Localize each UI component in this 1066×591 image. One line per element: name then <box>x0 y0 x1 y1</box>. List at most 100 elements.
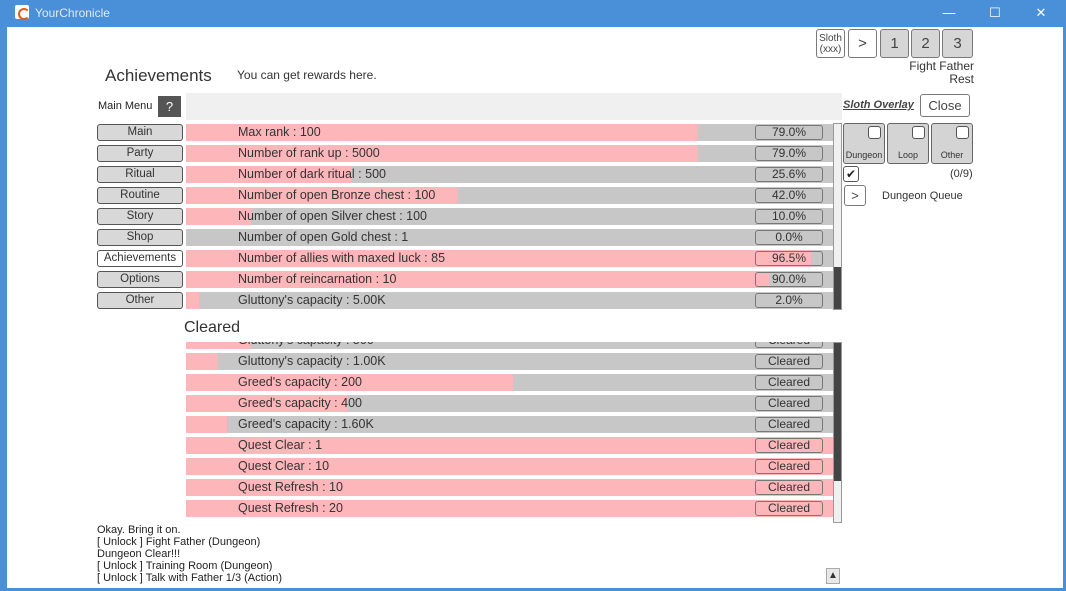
achievement-row: Number of allies with maxed luck : 85 96.… <box>186 250 834 267</box>
achievement-status: Cleared <box>755 480 823 495</box>
page-subtitle: You can get rewards here. <box>237 68 377 82</box>
achievement-label: Gluttony's capacity : 500 <box>238 342 374 347</box>
achievement-row: Number of open Gold chest : 1 0.0% <box>186 229 834 246</box>
progress-fill <box>186 374 514 391</box>
toggle-checkbox[interactable] <box>868 126 881 139</box>
sidebar-item-other[interactable]: Other <box>97 292 183 309</box>
log-line: Dungeon Clear!!! <box>97 548 181 560</box>
sidebar-item-main[interactable]: Main <box>97 124 183 141</box>
log-line: Okay. Bring it on. <box>97 524 181 536</box>
current-action-line2: Rest <box>949 72 974 86</box>
cleared-row: Quest Refresh : 20 Cleared <box>186 500 834 517</box>
progress-fill <box>186 479 834 496</box>
achievement-label: Greed's capacity : 400 <box>238 396 362 410</box>
achievement-status: 79.0% <box>755 125 823 140</box>
progress-fill <box>186 500 834 517</box>
maximize-button[interactable]: ☐ <box>989 5 1001 20</box>
queue-count: (0/9) <box>950 168 973 180</box>
sloth-button[interactable]: Sloth (xxx) <box>816 29 845 58</box>
achievement-label: Number of allies with maxed luck : 85 <box>238 251 446 265</box>
achievement-status: Cleared <box>755 354 823 369</box>
achievement-status: Cleared <box>755 459 823 474</box>
sidebar-item-options[interactable]: Options <box>97 271 183 288</box>
toggle-checkbox[interactable] <box>912 126 925 139</box>
achievement-label: Number of dark ritual : 500 <box>238 167 386 181</box>
progress-fill <box>186 458 834 475</box>
progress-fill <box>186 437 834 454</box>
achievement-label: Greed's capacity : 200 <box>238 375 362 389</box>
achievement-status: Cleared <box>755 342 823 348</box>
log-scroll-up-icon[interactable]: ▲ <box>826 568 840 584</box>
toggle-label: Loop <box>897 150 919 160</box>
achievement-label: Gluttony's capacity : 1.00K <box>238 354 386 368</box>
achievement-row: Number of open Silver chest : 100 10.0% <box>186 208 834 225</box>
overlay-toggle-loop[interactable]: Loop <box>887 123 929 164</box>
overlay-close-button[interactable]: Close <box>920 94 970 117</box>
slot-1-button[interactable]: 1 <box>880 29 909 58</box>
slot-2-button[interactable]: 2 <box>911 29 940 58</box>
progress-fill <box>186 250 812 267</box>
sidebar-item-achievements[interactable]: Achievements <box>97 250 183 267</box>
cleared-row: Greed's capacity : 1.60K Cleared <box>186 416 834 433</box>
progress-fill <box>186 145 698 162</box>
achievements-header-strip <box>186 93 842 120</box>
cleared-list: Gluttony's capacity : 500ClearedGluttony… <box>186 342 834 523</box>
achievement-scrollbar[interactable] <box>833 123 842 310</box>
slot-3-button[interactable]: 3 <box>942 29 973 58</box>
cleared-row: Gluttony's capacity : 500 Cleared <box>186 342 834 349</box>
sidebar-item-shop[interactable]: Shop <box>97 229 183 246</box>
progress-fill <box>186 292 199 309</box>
log-line: [ Unlock ] Talk with Father 1/3 (Action) <box>97 572 283 584</box>
log-line: [ Unlock ] Training Room (Dungeon) <box>97 560 273 572</box>
achievement-label: Greed's capacity : 1.60K <box>238 417 374 431</box>
dungeon-queue-label: Dungeon Queue <box>882 190 963 202</box>
progress-fill <box>186 166 352 183</box>
close-window-button[interactable]: ✕ <box>1035 5 1047 20</box>
achievement-status: Cleared <box>755 417 823 432</box>
sloth-button-label: Sloth <box>819 33 842 44</box>
overlay-toggle-dungeon[interactable]: Dungeon <box>843 123 885 164</box>
log-line: [ Unlock ] Fight Father (Dungeon) <box>97 536 261 548</box>
queue-next-button[interactable]: > <box>844 185 866 206</box>
achievement-status: 96.5% <box>755 251 823 266</box>
next-button[interactable]: > <box>848 29 877 58</box>
achievement-row: Number of dark ritual : 500 25.6% <box>186 166 834 183</box>
minimize-button[interactable]: — <box>942 5 956 20</box>
achievement-status: 0.0% <box>755 230 823 245</box>
achievement-row: Number of open Bronze chest : 100 42.0% <box>186 187 834 204</box>
client-area: Sloth (xxx) > 1 2 3 Fight Father Rest Ac… <box>7 27 1063 588</box>
achievement-label: Quest Refresh : 20 <box>238 501 343 515</box>
progress-fill <box>186 124 698 141</box>
achievement-status: Cleared <box>755 438 823 453</box>
achievement-label: Number of open Silver chest : 100 <box>238 209 427 223</box>
app-logo-icon <box>15 5 30 20</box>
sidebar-item-routine[interactable]: Routine <box>97 187 183 204</box>
sloth-overlay-title: Sloth Overlay <box>843 99 914 111</box>
achievement-status: 25.6% <box>755 167 823 182</box>
progress-fill <box>186 208 251 225</box>
cleared-row: Gluttony's capacity : 1.00K Cleared <box>186 353 834 370</box>
achievement-label: Number of open Gold chest : 1 <box>238 230 409 244</box>
toggle-checkbox[interactable] <box>956 126 969 139</box>
title-bar[interactable]: YourChronicle — ☐ ✕ <box>0 0 1066 27</box>
cleared-scroll-thumb[interactable] <box>834 343 841 481</box>
progress-fill <box>186 187 459 204</box>
achievement-label: Number of reincarnation : 10 <box>238 272 397 286</box>
help-button[interactable]: ? <box>158 96 181 117</box>
progress-fill <box>186 416 228 433</box>
cleared-row: Greed's capacity : 400 Cleared <box>186 395 834 412</box>
achievement-status: Cleared <box>755 501 823 516</box>
cleared-scrollbar[interactable] <box>833 342 842 523</box>
achievement-scroll-thumb[interactable] <box>834 267 841 309</box>
sidebar-item-ritual[interactable]: Ritual <box>97 166 183 183</box>
sidebar-item-party[interactable]: Party <box>97 145 183 162</box>
achievement-status: 2.0% <box>755 293 823 308</box>
current-action-line1: Fight Father <box>909 59 974 73</box>
progress-fill <box>186 342 251 349</box>
achievement-label: Quest Clear : 1 <box>238 438 323 452</box>
cleared-heading: Cleared <box>184 319 241 336</box>
queue-checkbox[interactable]: ✔ <box>843 166 859 182</box>
sidebar-item-story[interactable]: Story <box>97 208 183 225</box>
achievement-label: Gluttony's capacity : 5.00K <box>238 293 386 307</box>
overlay-toggle-other[interactable]: Other <box>931 123 973 164</box>
